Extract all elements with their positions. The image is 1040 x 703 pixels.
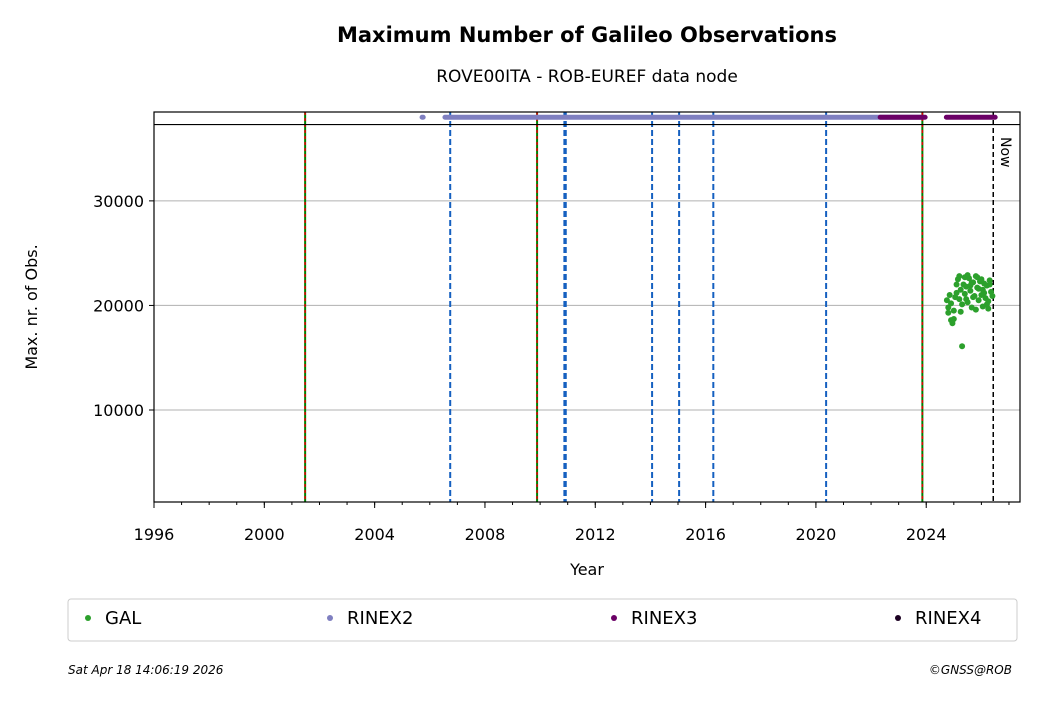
gal-point (945, 309, 952, 316)
gal-point (963, 296, 970, 303)
gal-point (974, 274, 981, 281)
gal-point (961, 290, 968, 297)
x-tick-label: 1996 (134, 525, 175, 544)
gal-point (946, 291, 953, 298)
gal-point (956, 296, 963, 303)
gal-point (964, 272, 971, 279)
legend-marker (895, 615, 901, 621)
legend-marker (611, 615, 617, 621)
legend-box (67, 598, 1018, 642)
gal-point (986, 277, 993, 284)
gal-point (970, 294, 977, 301)
x-axis-label: Year (569, 560, 604, 579)
now-label: Now (997, 137, 1013, 168)
chart-subtitle: ROVE00ITA - ROB-EUREF data node (436, 67, 738, 87)
gal-point (953, 289, 960, 296)
gal-point (972, 306, 979, 313)
gal-point (957, 308, 964, 315)
gal-point (989, 293, 996, 300)
gal-point (985, 305, 992, 312)
x-tick-label: 2016 (685, 525, 726, 544)
gal-point (979, 286, 986, 293)
x-tick-label: 2024 (906, 525, 947, 544)
x-tick-label: 2008 (465, 525, 506, 544)
chart-title: Maximum Number of Galileo Observations (337, 23, 837, 47)
footer-date: Sat Apr 18 14:06:19 2026 (68, 663, 224, 677)
gal-point (950, 316, 957, 323)
gal-point (957, 286, 964, 293)
y-tick-label: 30000 (93, 192, 144, 211)
plot-frame (153, 111, 1021, 503)
x-tick-label: 2004 (354, 525, 395, 544)
legend-marker (327, 615, 333, 621)
gal-point (948, 300, 955, 307)
x-tick-label: 2020 (796, 525, 837, 544)
gal-point (959, 343, 966, 350)
gal-point (950, 307, 957, 314)
legend-marker (85, 615, 91, 621)
gal-point (953, 281, 960, 288)
legend-label: RINEX4 (915, 608, 981, 629)
gal-point (943, 297, 950, 304)
x-tick-label: 2000 (244, 525, 285, 544)
gal-point (986, 281, 993, 288)
legend-label: RINEX2 (347, 608, 413, 629)
gal-point (975, 297, 982, 304)
gal-point (956, 273, 963, 280)
gal-point (959, 301, 966, 308)
y-axis-label: Max. nr. of Obs. (22, 244, 41, 369)
footer-credit: ©GNSS@ROB (929, 663, 1012, 677)
legend-label: GAL (105, 608, 141, 629)
y-tick-label: 20000 (93, 296, 144, 315)
gal-point (968, 279, 975, 286)
x-tick-label: 2012 (575, 525, 616, 544)
legend-label: RINEX3 (631, 608, 697, 629)
y-tick-label: 10000 (93, 401, 144, 420)
gal-point (967, 287, 974, 294)
